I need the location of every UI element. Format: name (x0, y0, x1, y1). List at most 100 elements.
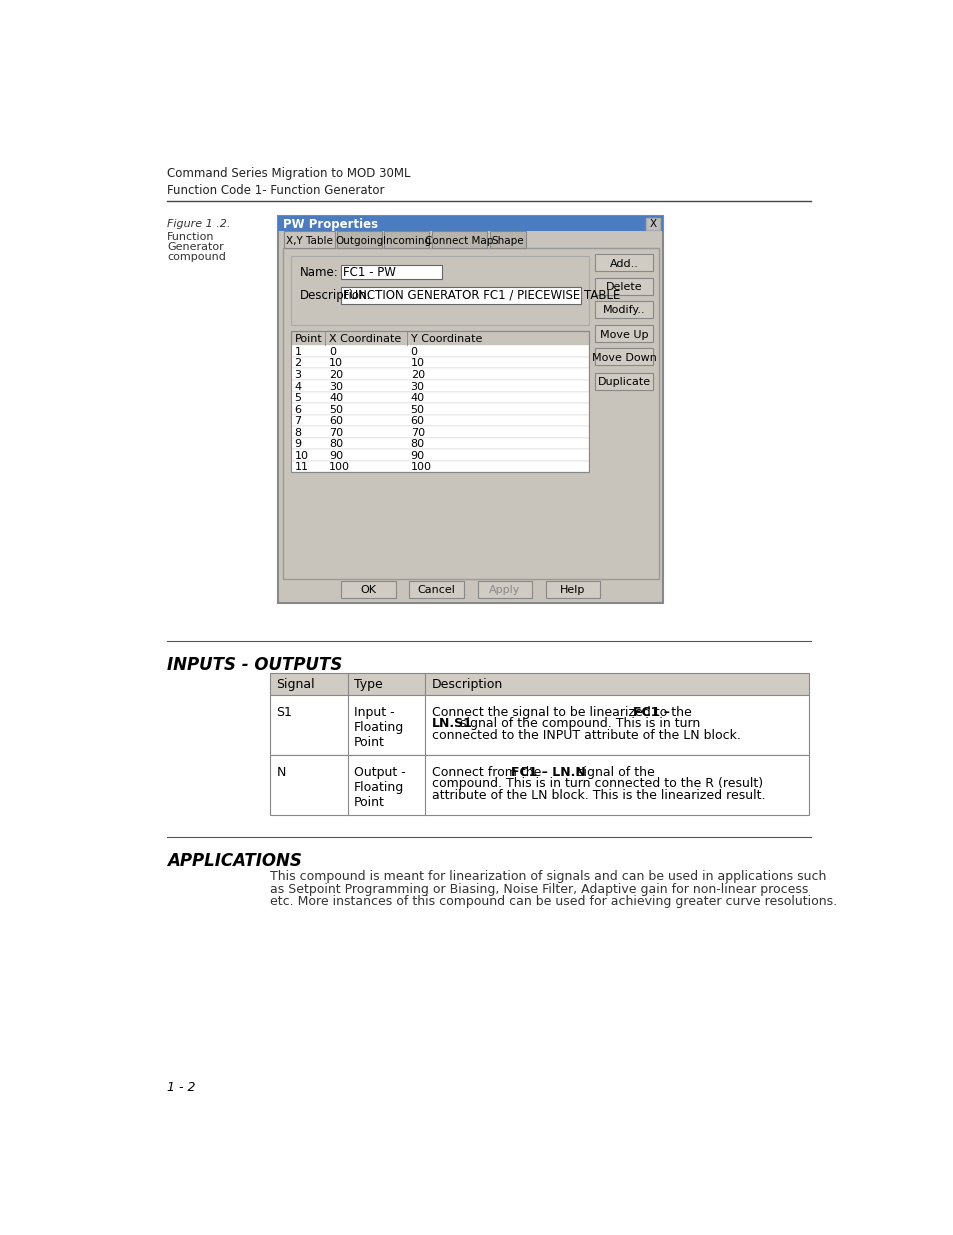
Text: X Coordinate: X Coordinate (329, 335, 401, 345)
Text: Function Code 1- Function Generator: Function Code 1- Function Generator (167, 184, 384, 196)
Text: 50: 50 (410, 405, 424, 415)
Text: 30: 30 (410, 382, 424, 391)
Text: 1: 1 (294, 347, 301, 357)
Text: INPUTS - OUTPUTS: INPUTS - OUTPUTS (167, 656, 342, 674)
Text: S1: S1 (276, 705, 293, 719)
Text: FC1 – LN.N: FC1 – LN.N (511, 766, 585, 779)
Bar (340, 266, 441, 279)
Text: Function: Function (167, 232, 214, 242)
Bar (284, 231, 335, 248)
Bar (341, 580, 395, 598)
Bar (489, 231, 525, 248)
Text: Y Coordinate: Y Coordinate (410, 335, 481, 345)
Bar (291, 346, 588, 357)
Text: Shape: Shape (491, 236, 524, 246)
Bar (291, 256, 588, 325)
Bar (595, 254, 653, 272)
Bar (278, 216, 662, 603)
Bar (291, 415, 588, 426)
Bar (270, 755, 808, 815)
Bar (336, 231, 381, 248)
Text: 11: 11 (294, 462, 308, 472)
Bar (291, 403, 588, 415)
Bar (270, 695, 808, 755)
Text: Signal: Signal (276, 678, 314, 692)
Text: 10: 10 (294, 451, 308, 461)
Bar (409, 580, 463, 598)
Text: 90: 90 (329, 451, 343, 461)
Text: 80: 80 (329, 440, 343, 450)
Text: FUNCTION GENERATOR FC1 / PIECEWISE TABLE: FUNCTION GENERATOR FC1 / PIECEWISE TABLE (343, 289, 620, 301)
Text: This compound is meant for linearization of signals and can be used in applicati: This compound is meant for linearization… (270, 871, 826, 883)
Text: 40: 40 (410, 393, 424, 403)
Text: Name:: Name: (299, 266, 338, 279)
Text: 0: 0 (410, 347, 417, 357)
Text: Delete: Delete (605, 282, 641, 291)
Bar (291, 437, 588, 450)
Text: Duplicate: Duplicate (597, 377, 650, 388)
Text: FC1 - PW: FC1 - PW (343, 266, 395, 279)
Text: Apply: Apply (489, 585, 520, 595)
Text: Command Series Migration to MOD 30ML: Command Series Migration to MOD 30ML (167, 168, 411, 180)
Text: signal of the: signal of the (573, 766, 655, 779)
Bar (291, 357, 588, 368)
Text: 20: 20 (410, 370, 424, 380)
Text: Generator: Generator (167, 242, 224, 252)
Text: Figure 1 .2.: Figure 1 .2. (167, 219, 231, 228)
Bar (595, 348, 653, 366)
Bar (595, 325, 653, 342)
Bar (291, 391, 588, 403)
Text: 10: 10 (329, 358, 343, 368)
Bar (595, 373, 653, 390)
Text: X,Y Table: X,Y Table (286, 236, 333, 246)
Bar (291, 450, 588, 461)
Text: compound: compound (167, 252, 226, 262)
Text: FC1 –: FC1 – (633, 705, 669, 719)
Text: Description: Description (431, 678, 502, 692)
Text: APPLICATIONS: APPLICATIONS (167, 852, 302, 869)
Bar (645, 217, 659, 230)
Text: X: X (649, 220, 656, 230)
Text: 100: 100 (410, 462, 431, 472)
Text: 40: 40 (329, 393, 343, 403)
Text: attribute of the LN block. This is the linearized result.: attribute of the LN block. This is the l… (431, 789, 764, 802)
Text: compound. This is in turn connected to the R (result): compound. This is in turn connected to t… (431, 777, 761, 790)
Text: 70: 70 (329, 427, 343, 437)
Text: Output -
Floating
Point: Output - Floating Point (354, 766, 405, 809)
Text: 100: 100 (329, 462, 350, 472)
Bar (384, 231, 429, 248)
Text: 60: 60 (410, 416, 424, 426)
Text: 8: 8 (294, 427, 301, 437)
Text: Type: Type (354, 678, 382, 692)
Text: Incoming: Incoming (382, 236, 431, 246)
Text: 80: 80 (410, 440, 424, 450)
Text: Move Up: Move Up (599, 330, 648, 340)
Bar (291, 426, 588, 437)
Text: 60: 60 (329, 416, 343, 426)
Bar (431, 231, 487, 248)
Bar (278, 216, 662, 231)
Bar (291, 331, 588, 472)
Bar (291, 461, 588, 472)
Text: Cancel: Cancel (417, 585, 456, 595)
Bar (270, 673, 808, 695)
Text: Input -
Floating
Point: Input - Floating Point (354, 705, 404, 748)
Text: 90: 90 (410, 451, 424, 461)
Bar (595, 300, 653, 317)
Text: Connect Map: Connect Map (425, 236, 493, 246)
Text: 2: 2 (294, 358, 301, 368)
Text: as Setpoint Programming or Biasing, Noise Filter, Adaptive gain for non-linear p: as Setpoint Programming or Biasing, Nois… (270, 883, 808, 895)
Text: Description:: Description: (299, 289, 371, 301)
Text: Outgoing: Outgoing (335, 236, 383, 246)
Text: Connect from the: Connect from the (431, 766, 544, 779)
Bar (291, 368, 588, 380)
Text: Modify..: Modify.. (602, 305, 645, 315)
Bar (477, 580, 532, 598)
Text: LN.S1: LN.S1 (431, 718, 472, 730)
Text: 1 - 2: 1 - 2 (167, 1082, 195, 1094)
Text: Point: Point (294, 335, 322, 345)
Text: etc. More instances of this compound can be used for achieving greater curve res: etc. More instances of this compound can… (270, 895, 837, 908)
Text: Move Down: Move Down (591, 353, 656, 363)
Bar (595, 278, 653, 294)
Text: OK: OK (360, 585, 376, 595)
